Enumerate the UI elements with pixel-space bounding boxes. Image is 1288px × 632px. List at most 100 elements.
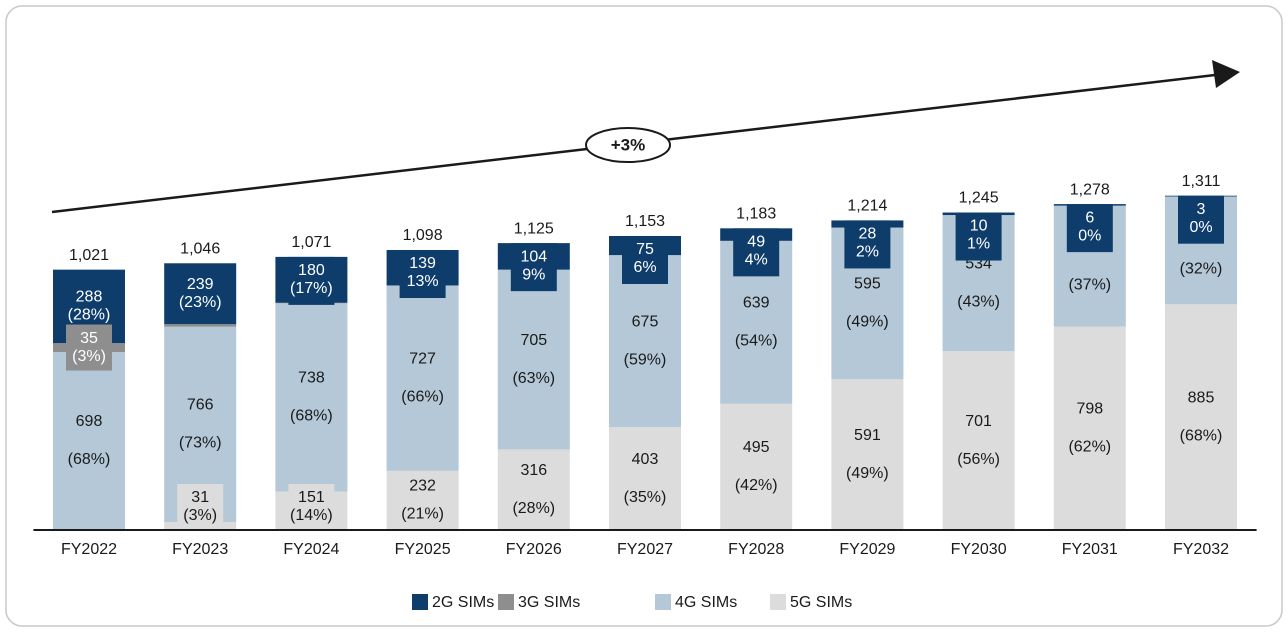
share-label: (23%): [179, 294, 222, 311]
share-label: (42%): [735, 477, 778, 494]
value-label: 798: [1076, 400, 1103, 417]
legend-label: 5G SIMs: [790, 594, 852, 611]
value-label: 3: [1197, 201, 1206, 218]
total-label: 1,278: [1070, 181, 1110, 198]
total-label: 1,311: [1182, 173, 1221, 190]
share-label: 1%: [967, 236, 990, 253]
value-label: 75: [636, 241, 654, 258]
share-label: 6%: [633, 259, 656, 276]
label-box: [66, 324, 112, 371]
share-label: (56%): [957, 451, 1000, 468]
total-label: 1,046: [180, 240, 220, 257]
value-label: 31: [191, 489, 209, 506]
value-label: 239: [187, 276, 214, 293]
value-label: 151: [298, 489, 325, 506]
share-label: (28%): [512, 500, 555, 517]
x-tick-label: FY2026: [506, 541, 562, 558]
value-label: 180: [298, 262, 325, 279]
legend-swatch: [498, 594, 514, 610]
total-label: 1,214: [847, 198, 887, 215]
legend-swatch: [655, 594, 671, 610]
share-label: (37%): [1068, 276, 1111, 293]
share-label: (35%): [624, 489, 667, 506]
share-label: (28%): [68, 307, 111, 324]
x-tick-label: FY2030: [951, 541, 1007, 558]
share-label: (43%): [957, 293, 1000, 310]
value-label: 316: [520, 462, 547, 479]
label-box: [1178, 195, 1224, 244]
value-label: 35: [80, 330, 98, 347]
value-label: 675: [632, 313, 659, 330]
share-label: (68%): [68, 451, 111, 468]
value-label: 705: [520, 332, 547, 349]
bar-segment: [164, 324, 237, 327]
x-tick-label: FY2028: [728, 541, 784, 558]
share-label: (14%): [290, 507, 333, 524]
value-label: 701: [965, 413, 992, 430]
x-tick-label: FY2027: [617, 541, 673, 558]
value-label: 28: [859, 226, 877, 243]
total-label: 1,125: [514, 220, 554, 237]
share-label: (3%): [72, 348, 106, 365]
value-label: 49: [747, 234, 765, 251]
share-label: (54%): [735, 333, 778, 350]
bar-segment: [386, 470, 459, 530]
bar-segment: [164, 263, 237, 325]
label-box: [622, 235, 668, 284]
bar-segment: [720, 403, 793, 530]
bar-segment: [497, 449, 570, 530]
value-label: 727: [409, 350, 436, 367]
share-label: (62%): [1068, 438, 1111, 455]
x-tick-label: FY2023: [172, 541, 228, 558]
label-box: [510, 243, 557, 292]
share-label: (49%): [846, 314, 889, 331]
value-label: 698: [76, 413, 103, 430]
x-tick-label: FY2024: [283, 541, 339, 558]
label-box: [177, 484, 224, 530]
bar-segment: [1165, 304, 1237, 530]
label-box: [1066, 204, 1113, 253]
share-label: (68%): [1180, 427, 1223, 444]
total-label: 1,021: [69, 247, 109, 264]
label-box: [844, 220, 891, 269]
share-label: 4%: [745, 252, 768, 269]
label-box: [288, 484, 335, 530]
bar-segment: [386, 285, 459, 471]
bar-segment: [53, 352, 125, 530]
x-tick-label: FY2032: [1173, 541, 1229, 558]
share-label: 9%: [522, 266, 545, 283]
value-label: 6: [1085, 209, 1094, 226]
value-label: 639: [743, 295, 770, 312]
share-label: 0%: [1189, 219, 1212, 236]
share-label: (66%): [401, 388, 444, 405]
legend-swatch: [412, 594, 428, 610]
share-label: (59%): [624, 351, 667, 368]
share-label: (21%): [401, 506, 444, 523]
x-tick-label: FY2029: [839, 541, 895, 558]
share-label: (49%): [846, 465, 889, 482]
total-label: 1,183: [736, 206, 776, 223]
share-label: (73%): [179, 435, 222, 452]
legend-swatch: [770, 594, 786, 610]
value-label: 591: [854, 427, 881, 444]
value-label: 104: [520, 248, 547, 265]
label-box: [955, 212, 1002, 261]
value-label: 288: [76, 289, 103, 306]
bar-segment: [275, 303, 348, 492]
value-label: 139: [409, 255, 436, 272]
x-tick-label: FY2022: [61, 541, 117, 558]
label-box: [733, 228, 780, 277]
share-label: (3%): [183, 507, 217, 524]
share-label: 0%: [1078, 227, 1101, 244]
bar-segment: [497, 269, 570, 450]
share-label: (68%): [290, 408, 333, 425]
x-tick-label: FY2031: [1062, 541, 1118, 558]
value-label: 10: [970, 218, 988, 235]
value-label: 495: [743, 439, 770, 456]
share-label: 2%: [856, 244, 879, 261]
legend-label: 4G SIMs: [675, 594, 737, 611]
bar-segment: [609, 427, 681, 530]
total-label: 1,245: [959, 190, 999, 207]
share-label: (63%): [512, 370, 555, 387]
